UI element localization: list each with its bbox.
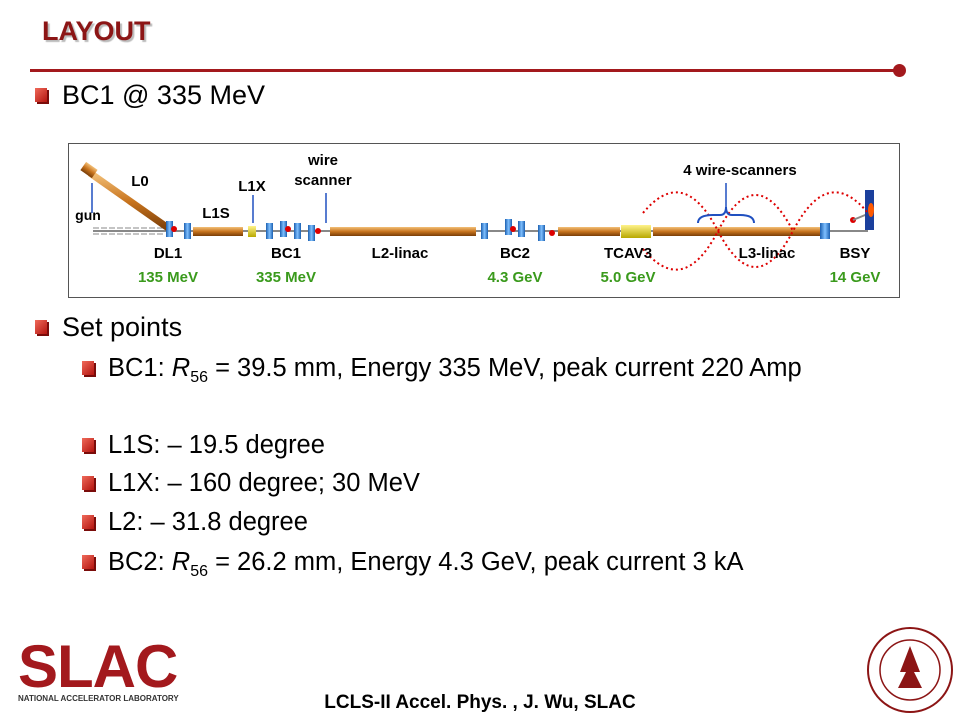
diagram-frame — [68, 143, 900, 298]
bullet-marker — [82, 476, 94, 490]
item-text: L2: – 31.8 degree — [108, 508, 308, 536]
section-name: BSY — [840, 245, 871, 262]
section-name: TCAV3 — [604, 245, 652, 262]
beamline-diagram: gun L0 L1S L1X wire scanner 4 wire-scann… — [68, 143, 900, 298]
item-text: L1X: – 160 degree; 30 MeV — [108, 469, 420, 497]
section-name: L2-linac — [372, 245, 429, 262]
section-energy: 14 GeV — [830, 269, 881, 286]
sub-bullet: BC1: R56 = 39.5 mm, Energy 335 MeV, peak… — [108, 350, 918, 396]
section-energy: 335 MeV — [256, 269, 316, 286]
slac-logo: SLAC NATIONAL ACCELERATOR LABORATORY — [18, 633, 179, 704]
section-name: DL1 — [154, 245, 182, 262]
item-label: BC1: — [108, 354, 172, 382]
label: scanner — [294, 172, 352, 189]
sub-bullet: L1X: – 160 degree; 30 MeV — [108, 465, 918, 501]
bullet-marker — [82, 361, 94, 375]
bullet-marker — [82, 555, 94, 569]
footer-text: LCLS-II Accel. Phys. , J. Wu, SLAC — [324, 692, 636, 713]
section-name: BC2 — [500, 245, 530, 262]
item-subscript: 56 — [190, 563, 208, 581]
bullet-marker — [82, 438, 94, 452]
beamline — [80, 161, 874, 271]
logo-text: SLAC — [18, 633, 178, 700]
label: L1S — [202, 205, 230, 222]
bullet-marker — [82, 515, 94, 529]
bullet: BC1 @ 335 MeV — [62, 80, 266, 110]
item-label: BC2: — [108, 548, 172, 576]
item-symbol: R — [171, 354, 191, 382]
item-symbol: R — [171, 548, 191, 576]
logo-subtitle: NATIONAL ACCELERATOR LABORATORY — [18, 694, 179, 703]
bullet-marker — [35, 88, 47, 102]
rule-dot — [893, 64, 906, 77]
section-name: L3-linac — [739, 245, 796, 262]
section-energy: 5.0 GeV — [600, 269, 655, 286]
section-energy: 4.3 GeV — [487, 269, 542, 286]
section-name: BC1 — [271, 245, 301, 262]
item-subscript: 56 — [190, 369, 208, 387]
label: wire — [307, 152, 338, 169]
label: 4 wire-scanners — [683, 162, 796, 179]
section-energy: 135 MeV — [138, 269, 198, 286]
sub-bullet: L1S: – 19.5 degree — [108, 427, 918, 463]
label: gun — [75, 207, 101, 223]
bullet-marker — [35, 320, 47, 334]
seal — [867, 627, 953, 713]
item-text: = 39.5 mm, Energy 335 MeV, peak current … — [208, 354, 802, 382]
item-text: = 26.2 mm, Energy 4.3 GeV, peak current … — [208, 548, 744, 576]
sub-bullet: L2: – 31.8 degree — [108, 504, 918, 540]
item-text: L1S: – 19.5 degree — [108, 431, 325, 459]
label: L0 — [131, 173, 149, 190]
title-rule — [30, 69, 900, 72]
sub-bullet: BC2: R56 = 26.2 mm, Energy 4.3 GeV, peak… — [108, 544, 918, 590]
slide-title: LAYOUT — [42, 16, 151, 46]
bullet: Set points — [62, 312, 183, 342]
label: L1X — [238, 178, 266, 195]
